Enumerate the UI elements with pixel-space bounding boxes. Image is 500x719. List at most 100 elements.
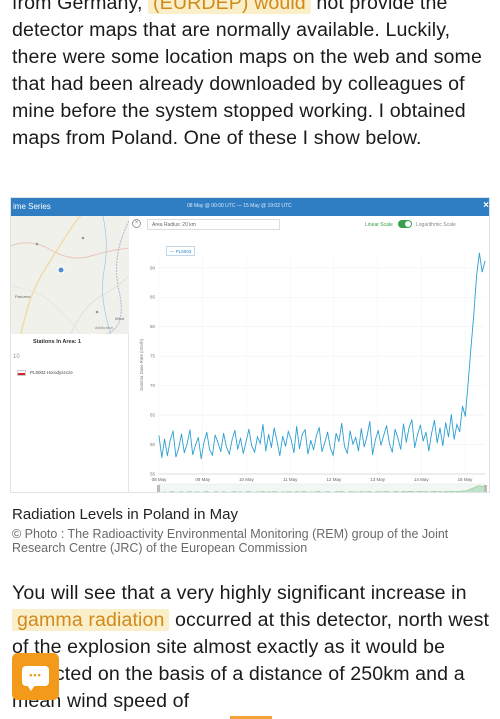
radiation-figure: ime Series 08 May @ 00:00 UTC — 15 May @… — [10, 197, 490, 493]
data-point — [285, 445, 286, 447]
data-point — [211, 454, 213, 456]
data-point — [366, 435, 368, 437]
data-point — [408, 427, 410, 428]
data-point — [380, 444, 382, 446]
data-point — [287, 431, 289, 433]
data-point — [329, 447, 331, 449]
data-point — [197, 437, 199, 438]
data-point — [448, 436, 449, 438]
poland-flag-icon — [17, 370, 26, 376]
data-point — [321, 451, 323, 453]
y-axis-label: Gamma Dose Rate (nSv/h) — [139, 339, 144, 391]
data-point — [422, 440, 424, 442]
area-radius-select[interactable]: Area Radius: 20 km — [147, 219, 280, 230]
data-point — [344, 445, 345, 447]
data-point — [189, 429, 191, 431]
data-point — [428, 450, 430, 452]
data-point — [209, 449, 211, 451]
chat-bubble-icon: ••• — [22, 666, 49, 691]
gamma-radiation-highlight[interactable]: gamma radiation — [12, 609, 170, 631]
x-tick-label: 09 May — [195, 477, 211, 482]
figure-caption: Radiation Levels in Poland in May — [12, 506, 238, 523]
data-point — [175, 456, 177, 458]
paragraph-1-line1-end: not provide the — [310, 0, 448, 14]
data-point — [459, 431, 461, 433]
data-point — [307, 453, 309, 455]
data-point — [383, 434, 385, 436]
data-point — [352, 443, 354, 445]
data-point — [433, 419, 435, 421]
paragraph-2-start: You will see that a very highly signific… — [12, 582, 467, 604]
x-tick-label: 13 May — [370, 477, 386, 482]
chat-button[interactable]: ••• — [12, 653, 59, 700]
data-point — [360, 428, 362, 430]
data-point — [158, 435, 160, 437]
x-tick-label: 10 May — [239, 477, 255, 482]
data-point — [391, 451, 393, 453]
data-point — [456, 424, 458, 425]
data-point — [245, 441, 247, 443]
scale-toggle[interactable] — [398, 220, 412, 228]
x-tick-label: 12 May — [326, 477, 342, 482]
data-point — [251, 445, 253, 447]
data-point — [178, 447, 180, 449]
y-tick-label: 85 — [150, 295, 156, 300]
location-map[interactable]: Parczew Włod Attribution — [11, 216, 129, 334]
data-point — [301, 433, 303, 435]
data-point — [225, 446, 227, 448]
eurdep-highlight[interactable]: (EURDEP) would — [148, 0, 311, 14]
data-point — [397, 437, 399, 439]
station-row[interactable]: PL5003 Horodyszcze — [17, 370, 73, 376]
x-tick-label: 11 May — [283, 477, 298, 482]
map-label-wlod: Włod — [115, 316, 125, 321]
data-point — [203, 441, 205, 443]
pager[interactable]: 10 — [13, 354, 20, 360]
data-point — [464, 415, 466, 417]
data-point — [473, 313, 475, 315]
data-point — [476, 274, 478, 276]
data-point — [403, 423, 404, 425]
figure-title: ime Series — [13, 202, 51, 211]
map-attribution[interactable]: Attribution — [95, 325, 114, 330]
y-tick-label: 90 — [150, 265, 156, 270]
data-point — [262, 424, 264, 425]
data-point — [296, 425, 298, 427]
paragraph-1-body: detector maps that are normally availabl… — [12, 19, 482, 149]
chart-svg: 55 60 65 70 75 80 85 90 08 May 09 May 10 May 11 May… — [139, 252, 487, 492]
data-point — [214, 434, 216, 436]
data-point — [394, 428, 396, 430]
data-point — [256, 436, 258, 438]
data-point — [161, 457, 163, 458]
close-icon[interactable]: × — [483, 200, 489, 211]
paragraph-2-end: it would be expected on the basis of a d… — [12, 636, 465, 712]
data-point — [186, 443, 188, 445]
station-name: Horodyszcze — [46, 370, 73, 376]
data-point — [228, 453, 230, 455]
data-point — [453, 438, 455, 440]
data-point — [450, 414, 452, 415]
data-point — [327, 431, 329, 433]
figure-header: ime Series 08 May @ 00:00 UTC — 15 May @… — [11, 198, 489, 216]
y-tick-label: 55 — [150, 472, 156, 477]
data-point — [164, 438, 166, 440]
info-icon[interactable]: × — [132, 219, 141, 228]
data-point — [268, 434, 270, 435]
data-point — [248, 428, 250, 430]
data-point — [195, 444, 196, 446]
bottom-indicator — [230, 716, 272, 719]
chart-panel: × Area Radius: 20 km Linear Scale Logari… — [129, 216, 489, 492]
data-point — [310, 439, 312, 441]
data-point — [318, 427, 320, 428]
data-point — [234, 429, 236, 431]
data-point — [478, 252, 480, 254]
data-point — [315, 435, 317, 437]
paragraph-2-middle: occurred at this detector, north west of… — [12, 609, 490, 658]
data-point — [324, 442, 326, 444]
data-point — [265, 450, 267, 452]
data-point — [270, 447, 272, 448]
data-point — [431, 432, 433, 434]
station-marker-icon — [57, 266, 65, 274]
data-point — [419, 424, 421, 426]
data-point — [436, 442, 438, 444]
chart-legend[interactable]: — PL5003 — [166, 246, 196, 256]
